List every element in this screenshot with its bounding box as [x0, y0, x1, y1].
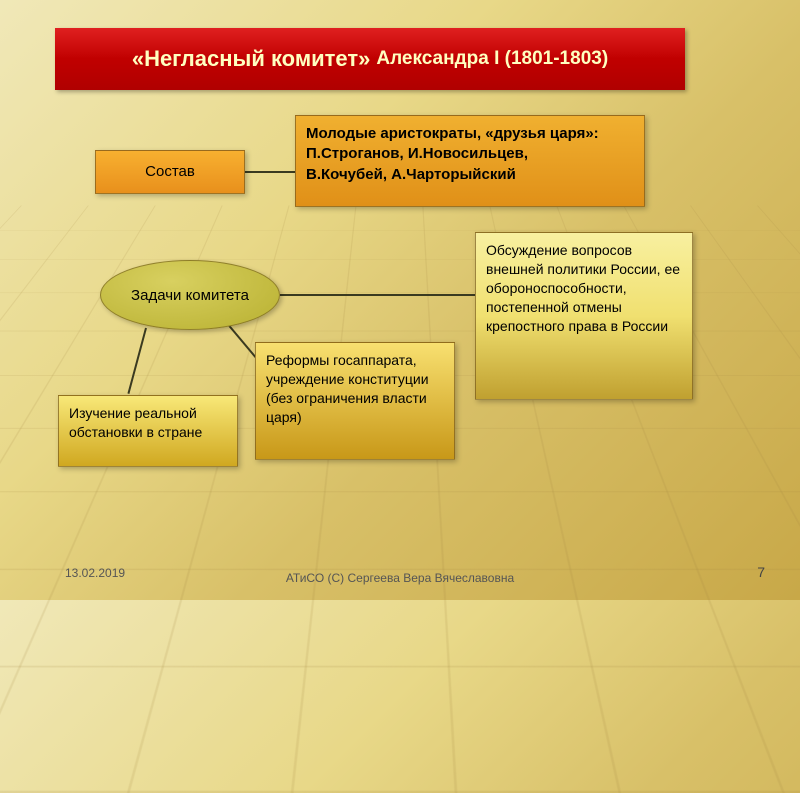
box-reform: Реформы госаппарата, учреждение конститу… [255, 342, 455, 460]
slide-title: «Негласный комитет» Александра I (1801-1… [55, 28, 685, 90]
box-composition-text: Состав [145, 162, 195, 182]
oval-tasks: Задачи комитета [100, 260, 280, 330]
box-members-text: Молодые аристократы, «друзья царя»: П.Ст… [306, 125, 599, 183]
box-composition: Состав [95, 150, 245, 194]
box-discuss: Обсуждение вопросов внешней политики Рос… [475, 232, 693, 400]
box-study: Изучение реальной обстановки в стране [58, 395, 238, 467]
box-reform-text: Реформы госаппарата, учреждение конститу… [266, 352, 429, 425]
page-number: 7 [757, 564, 765, 580]
box-study-text: Изучение реальной обстановки в стране [69, 405, 202, 440]
oval-tasks-text: Задачи комитета [131, 287, 249, 304]
title-main: «Негласный комитет» [132, 46, 371, 72]
box-discuss-text: Обсуждение вопросов внешней политики Рос… [486, 242, 680, 334]
footer-author: АТиСО (С) Сергеева Вера Вячеславовна [0, 571, 800, 585]
box-members: Молодые аристократы, «друзья царя»: П.Ст… [295, 115, 645, 207]
title-sub: Александра I (1801-1803) [376, 48, 608, 70]
